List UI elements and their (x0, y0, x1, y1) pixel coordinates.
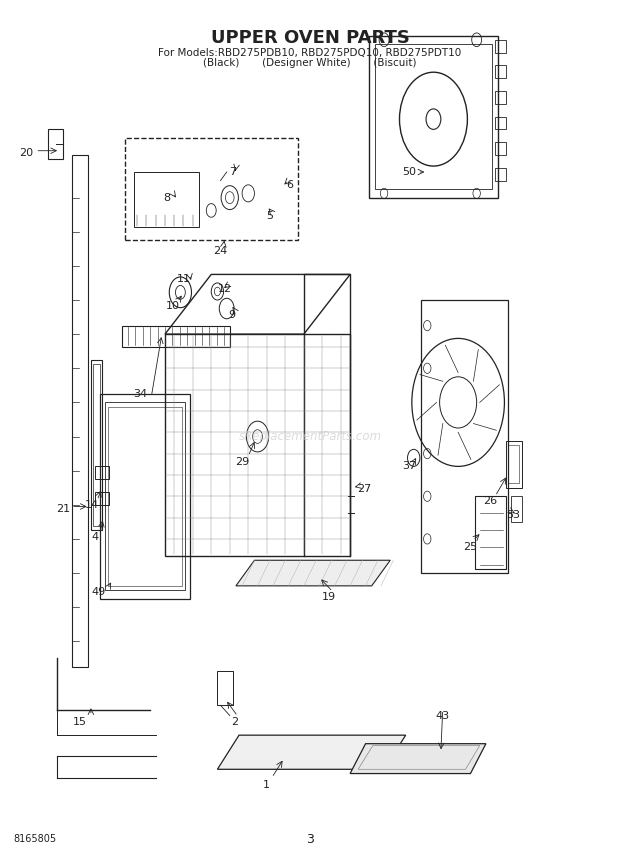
Text: 24: 24 (213, 246, 228, 256)
Text: 50: 50 (402, 167, 416, 177)
Bar (495, 39, 507, 52)
Bar (93, 364, 100, 526)
Bar (134, 172, 199, 228)
Text: sReplacementParts.com: sReplacementParts.com (239, 430, 381, 443)
Text: 19: 19 (321, 592, 335, 602)
Text: 34: 34 (133, 389, 148, 399)
Text: (Black)       (Designer White)       (Biscuit): (Black) (Designer White) (Biscuit) (203, 58, 417, 68)
Bar (375, 44, 492, 189)
Text: 1: 1 (264, 780, 270, 789)
Text: 14: 14 (85, 500, 99, 510)
Text: 9: 9 (228, 311, 235, 320)
Bar (122, 325, 230, 347)
Text: 8: 8 (163, 193, 170, 203)
Bar (165, 334, 350, 556)
Text: 43: 43 (435, 710, 449, 721)
Bar (495, 65, 507, 78)
Bar (105, 402, 185, 590)
Bar (369, 35, 498, 198)
Bar (508, 445, 518, 484)
Text: 53: 53 (507, 510, 521, 520)
Bar (108, 407, 182, 586)
Bar (125, 138, 298, 241)
Bar (100, 394, 190, 598)
Text: 25: 25 (463, 543, 477, 552)
Bar (495, 168, 507, 181)
Bar (91, 360, 102, 531)
Text: 12: 12 (218, 284, 232, 294)
Text: 6: 6 (286, 180, 293, 190)
Bar (48, 129, 63, 159)
Polygon shape (236, 560, 390, 586)
Text: 7: 7 (229, 167, 236, 177)
Bar (95, 492, 108, 505)
Polygon shape (218, 735, 405, 770)
Text: 21: 21 (56, 504, 70, 514)
Text: 3: 3 (306, 833, 314, 846)
Text: 27: 27 (357, 484, 371, 495)
Bar (218, 671, 233, 705)
Bar (73, 155, 88, 667)
Text: 37: 37 (402, 461, 416, 472)
Bar (495, 142, 507, 155)
Text: 20: 20 (19, 148, 33, 158)
Polygon shape (350, 744, 486, 774)
Text: 8165805: 8165805 (14, 835, 57, 844)
Text: 15: 15 (73, 717, 87, 728)
Text: 11: 11 (177, 274, 190, 283)
Text: 49: 49 (92, 587, 106, 597)
Bar (95, 467, 108, 479)
Bar (507, 441, 521, 488)
Text: 29: 29 (235, 457, 249, 467)
Text: 10: 10 (166, 301, 180, 311)
Text: 5: 5 (267, 211, 273, 222)
Text: 26: 26 (483, 496, 497, 506)
Bar (495, 91, 507, 104)
Text: 2: 2 (231, 717, 238, 728)
Text: UPPER OVEN PARTS: UPPER OVEN PARTS (211, 29, 409, 47)
Bar (495, 116, 507, 129)
Text: 4: 4 (92, 532, 99, 542)
Bar (476, 496, 507, 568)
Bar (511, 496, 521, 522)
Text: For Models:RBD275PDB10, RBD275PDQ10, RBD275PDT10: For Models:RBD275PDB10, RBD275PDQ10, RBD… (158, 48, 462, 57)
